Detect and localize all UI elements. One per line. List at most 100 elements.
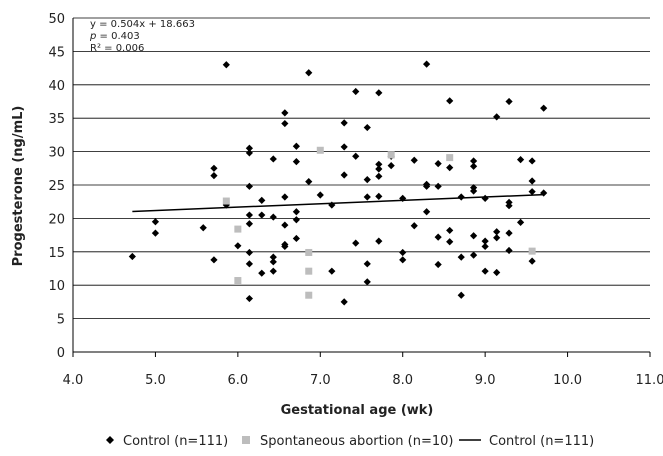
abortion-point bbox=[234, 277, 242, 285]
regression-equation: y = 0.504x + 18.663 bbox=[90, 19, 195, 30]
control-point bbox=[292, 142, 300, 150]
control-point bbox=[505, 202, 513, 210]
control-point bbox=[281, 193, 289, 201]
control-point bbox=[446, 164, 454, 172]
control-point bbox=[446, 226, 454, 235]
control-point bbox=[457, 193, 465, 201]
control-point bbox=[363, 193, 371, 201]
x-tick-label: 5.0 bbox=[145, 373, 166, 388]
control-point bbox=[423, 182, 431, 190]
control-point bbox=[269, 267, 277, 275]
control-point bbox=[493, 268, 501, 277]
axes bbox=[72, 18, 651, 357]
control-point bbox=[516, 218, 525, 227]
p-value: p = 0.403 bbox=[89, 31, 140, 42]
control-point bbox=[363, 260, 371, 268]
control-point bbox=[210, 172, 218, 180]
control-point bbox=[281, 221, 289, 229]
control-point bbox=[292, 216, 300, 224]
control-point bbox=[481, 242, 489, 251]
y-tick-label: 0 bbox=[57, 346, 65, 361]
y-tick-label: 40 bbox=[48, 79, 65, 94]
control-point bbox=[410, 222, 418, 230]
x-tick-label: 8.0 bbox=[392, 373, 413, 388]
control-point bbox=[245, 248, 253, 257]
control-point bbox=[375, 89, 383, 97]
control-point bbox=[258, 269, 266, 277]
control-point bbox=[352, 152, 360, 160]
control-point bbox=[245, 182, 253, 190]
abortion-point bbox=[446, 154, 454, 162]
control-point bbox=[340, 298, 348, 306]
abortion-point bbox=[528, 247, 536, 255]
x-axis-title: Gestational age (wk) bbox=[281, 403, 434, 418]
y-tick-label: 30 bbox=[48, 146, 65, 161]
control-point bbox=[328, 201, 336, 209]
y-tick-label: 15 bbox=[48, 246, 65, 261]
control-point bbox=[470, 251, 478, 259]
control-point bbox=[446, 238, 454, 246]
control-point bbox=[375, 192, 383, 200]
control-point bbox=[399, 256, 407, 264]
abortion-point bbox=[222, 197, 230, 205]
control-point bbox=[457, 253, 465, 261]
legend-diamond-marker bbox=[106, 436, 114, 444]
control-point bbox=[470, 157, 478, 165]
x-tick-label: 4.0 bbox=[63, 373, 84, 388]
control-point bbox=[210, 164, 218, 172]
control-point bbox=[292, 158, 300, 166]
control-point bbox=[151, 229, 160, 237]
control-point bbox=[292, 234, 300, 243]
control-point bbox=[269, 155, 277, 163]
control-point bbox=[540, 104, 548, 112]
abortion-point bbox=[305, 267, 313, 275]
stats-annotation: y = 0.504x + 18.663 p = 0.403 R² = 0.006 bbox=[89, 19, 195, 54]
control-point bbox=[493, 113, 501, 121]
legend-trendline-label: Control (n=111) bbox=[489, 434, 594, 449]
p-symbol: p bbox=[89, 31, 96, 42]
control-point bbox=[352, 87, 360, 96]
r-squared: R² = 0.006 bbox=[90, 43, 144, 54]
control-points bbox=[128, 60, 548, 306]
control-point bbox=[245, 211, 253, 219]
control-point bbox=[269, 213, 277, 221]
control-point bbox=[305, 69, 313, 77]
x-tick-label: 11.0 bbox=[636, 373, 663, 388]
control-point bbox=[493, 228, 501, 236]
control-point bbox=[375, 160, 383, 168]
control-point bbox=[493, 234, 501, 242]
control-point bbox=[340, 143, 348, 151]
trendline bbox=[132, 193, 544, 213]
control-point bbox=[375, 165, 383, 173]
legend-square-marker bbox=[242, 436, 250, 444]
control-point bbox=[375, 237, 383, 245]
y-axis-title: Progesterone (ng/mL) bbox=[11, 106, 26, 267]
control-point bbox=[340, 171, 348, 179]
control-point bbox=[528, 188, 536, 196]
y-tick-label: 35 bbox=[48, 112, 65, 127]
control-point bbox=[245, 220, 253, 228]
control-point bbox=[423, 208, 431, 216]
control-point bbox=[363, 123, 371, 132]
control-point bbox=[363, 278, 371, 286]
p-value-text: = 0.403 bbox=[96, 31, 139, 42]
control-point bbox=[446, 97, 454, 105]
control-point bbox=[328, 267, 336, 275]
control-point bbox=[269, 253, 277, 261]
control-point bbox=[470, 232, 478, 240]
x-tick-label: 7.0 bbox=[310, 373, 331, 388]
abortion-points bbox=[222, 146, 536, 299]
control-point bbox=[457, 291, 465, 299]
control-point bbox=[199, 224, 207, 232]
x-tick-labels: 4.0 5.0 6.0 7.0 8.0 9.0 10.0 11.0 bbox=[63, 373, 663, 388]
control-point bbox=[505, 229, 513, 237]
abortion-point bbox=[316, 146, 324, 154]
control-point bbox=[305, 178, 313, 186]
control-point bbox=[528, 157, 536, 165]
legend: Control (n=111) Spontaneous abortion (n=… bbox=[106, 434, 594, 449]
control-point bbox=[210, 256, 218, 264]
abortion-point bbox=[234, 225, 242, 233]
control-point bbox=[387, 162, 395, 170]
x-tick-label: 9.0 bbox=[475, 373, 496, 388]
control-point bbox=[245, 260, 253, 268]
